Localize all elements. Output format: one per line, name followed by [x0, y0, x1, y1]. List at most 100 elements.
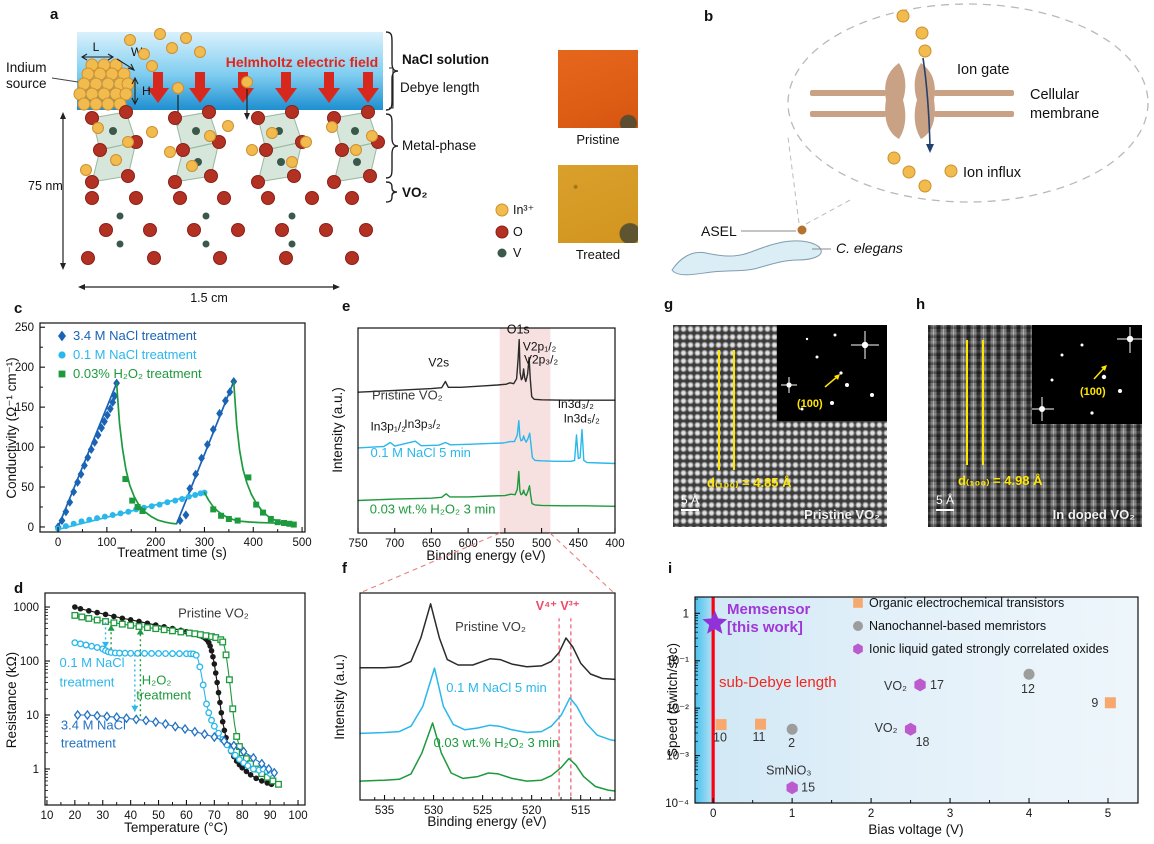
legend-in-icon — [495, 203, 509, 217]
svg-text:treatment: treatment — [61, 735, 116, 750]
svg-text:Conductivity (Ω⁻¹ cm⁻¹): Conductivity (Ω⁻¹ cm⁻¹) — [4, 357, 19, 498]
svg-text:V2p₃/₂: V2p₃/₂ — [524, 353, 559, 367]
fft-plane-label: (100) — [1080, 386, 1106, 398]
tem-image-in-doped-vo2: d₍₁₀₀₎ = 4.98 Å 5 Å In doped VO₂ (100) — [928, 325, 1142, 527]
panel-label-e: e — [342, 298, 351, 315]
svg-text:0.1 M NaCl 5 min: 0.1 M NaCl 5 min — [370, 445, 470, 460]
width-label: 1.5 cm — [190, 291, 228, 305]
c-elegans-worm — [671, 240, 822, 276]
asel-neuron-dot — [797, 225, 807, 235]
svg-text:VO₂: VO₂ — [875, 721, 898, 735]
membrane-label-1: Cellular — [1030, 87, 1079, 103]
svg-text:Intensity (a.u.): Intensity (a.u.) — [332, 654, 347, 740]
svg-text:150: 150 — [15, 402, 34, 414]
svg-text:40: 40 — [124, 810, 137, 822]
svg-text:200: 200 — [146, 537, 165, 549]
svg-text:Bias voltage (V): Bias voltage (V) — [868, 822, 963, 837]
svg-text:450: 450 — [569, 538, 588, 550]
ion-gate-label: Ion gate — [957, 62, 1009, 78]
svg-text:O1s: O1s — [507, 322, 530, 336]
svg-text:Temperature (°C): Temperature (°C) — [124, 820, 228, 835]
svg-text:V⁴⁺: V⁴⁺ — [536, 599, 558, 613]
fft-inset: (100) — [777, 325, 887, 421]
ion-channel-right — [914, 63, 935, 139]
legend-v-icon — [497, 248, 507, 258]
svg-text:70: 70 — [208, 810, 221, 822]
svg-text:0.03 wt.% H₂O₂ 3 min: 0.03 wt.% H₂O₂ 3 min — [370, 501, 496, 516]
svg-text:650: 650 — [422, 538, 441, 550]
svg-text:10⁻¹: 10⁻¹ — [666, 656, 689, 668]
d-spacing-line — [966, 340, 968, 465]
metal-phase-label: Metal-phase — [402, 138, 476, 153]
svg-text:100: 100 — [15, 442, 34, 454]
panel-label-d: d — [14, 580, 24, 597]
photo-treated-caption: Treated — [575, 247, 621, 262]
svg-text:60: 60 — [180, 810, 193, 822]
svg-text:535: 535 — [375, 805, 394, 817]
fft-inset: (100) — [1032, 325, 1142, 424]
nacl-solution-label: NaCl solution — [402, 52, 489, 67]
svg-text:200: 200 — [15, 362, 34, 374]
svg-text:80: 80 — [236, 810, 249, 822]
svg-text:3: 3 — [947, 808, 953, 820]
svg-text:10⁻³: 10⁻³ — [666, 751, 689, 763]
svg-text:100: 100 — [288, 810, 307, 822]
svg-text:50: 50 — [21, 482, 34, 494]
svg-text:400: 400 — [244, 537, 263, 549]
svg-text:30: 30 — [96, 810, 109, 822]
svg-text:700: 700 — [385, 538, 404, 550]
indium-source-cube — [73, 58, 135, 111]
svg-text:15: 15 — [801, 781, 815, 795]
svg-text:1: 1 — [33, 764, 39, 776]
svg-text:500: 500 — [292, 537, 311, 549]
svg-text:Organic electrochemical transi: Organic electrochemical transistors — [869, 596, 1064, 610]
vo2-lattice — [80, 105, 385, 265]
svg-text:10: 10 — [41, 810, 54, 822]
svg-text:0.1 M NaCl treatment: 0.1 M NaCl treatment — [73, 347, 197, 362]
membrane-label-2: membrane — [1030, 106, 1099, 122]
panel-label-b: b — [704, 8, 714, 25]
svg-text:In3d₃/₂: In3d₃/₂ — [558, 397, 595, 411]
zoom-ellipse — [787, 3, 1149, 203]
d-spacing-label: d₍₁₀₀₎ = 4.85 Å — [707, 475, 792, 490]
svg-text:[this work]: [this work] — [727, 619, 803, 636]
panel-b-schematic: Ion gate Cellular membrane Ion influx AS… — [671, 3, 1149, 276]
d-spacing-line — [718, 350, 720, 470]
scalebar-label: 5 Å — [681, 493, 700, 511]
svg-text:H₂O₂: H₂O₂ — [142, 672, 172, 687]
d-spacing-line — [982, 340, 984, 465]
svg-text:500: 500 — [532, 538, 551, 550]
svg-text:9: 9 — [1091, 696, 1098, 710]
svg-text:Binding energy (eV): Binding energy (eV) — [426, 548, 545, 563]
influx-arrow — [922, 57, 931, 147]
svg-text:515: 515 — [571, 805, 590, 817]
svg-text:600: 600 — [459, 538, 478, 550]
svg-text:5: 5 — [1105, 808, 1111, 820]
svg-text:Resistance (kΩ): Resistance (kΩ) — [4, 652, 19, 748]
organism-label: C. elegans — [836, 240, 903, 256]
svg-text:520: 520 — [522, 805, 541, 817]
svg-text:Memsensor: Memsensor — [727, 601, 811, 618]
svg-text:In3d₅/₂: In3d₅/₂ — [564, 411, 601, 425]
solution-ions — [124, 28, 253, 94]
svg-text:100: 100 — [97, 537, 116, 549]
svg-text:11: 11 — [753, 730, 766, 744]
svg-text:Binding energy (eV): Binding energy (eV) — [427, 814, 546, 829]
doped-in-ions — [80, 120, 378, 176]
photo-pristine-film — [558, 50, 638, 128]
debye-length-label: Debye length — [400, 80, 480, 95]
panel-label-c: c — [14, 300, 23, 317]
svg-text:10⁻²: 10⁻² — [666, 703, 689, 715]
thickness-label: 75 nm — [28, 179, 63, 193]
svg-text:0.03 wt.% H₂O₂ 3 min: 0.03 wt.% H₂O₂ 3 min — [434, 735, 560, 750]
svg-text:sub-Debye length: sub-Debye length — [719, 674, 837, 691]
svg-text:12: 12 — [1021, 682, 1035, 696]
legend-o-label: O — [513, 225, 523, 239]
panel-a-schematic: Helmholtz electric field L W H Indium so… — [6, 28, 534, 305]
gate-ions — [887, 9, 958, 193]
vo2-label: VO₂ — [402, 185, 428, 200]
svg-text:0: 0 — [55, 537, 61, 549]
tem-sample-name: In doped VO₂ — [1052, 507, 1135, 522]
